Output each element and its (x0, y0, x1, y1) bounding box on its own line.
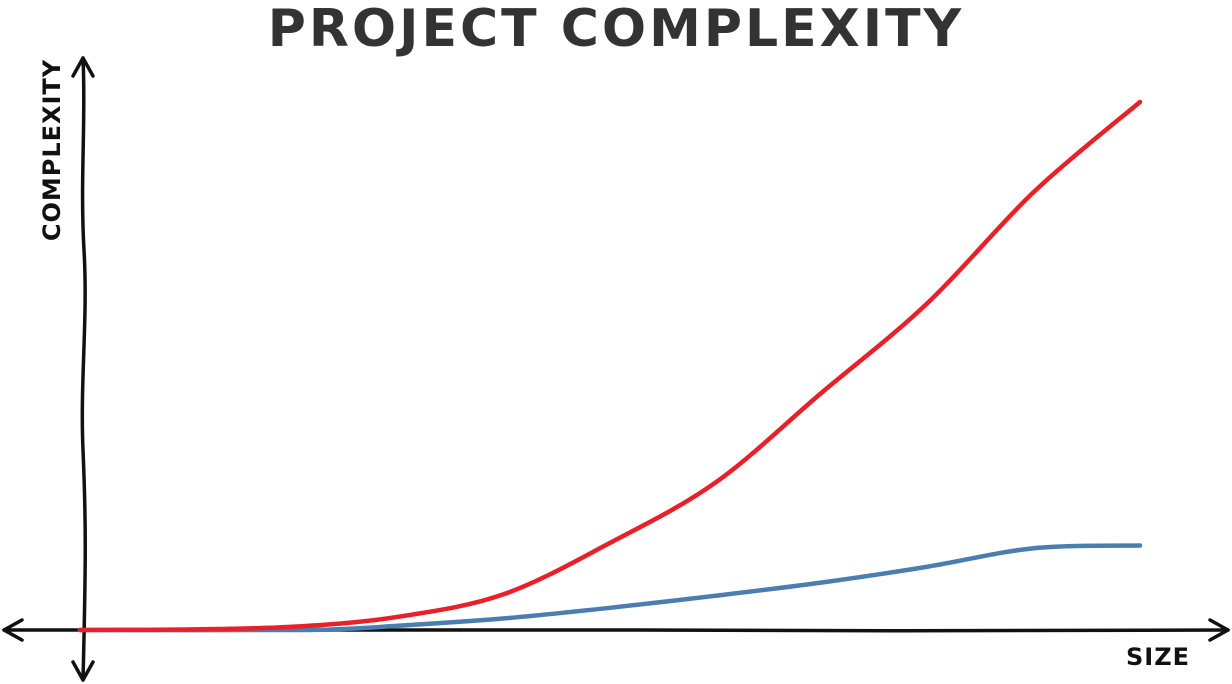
x-axis-arrow-right (1208, 618, 1230, 642)
y-axis-arrow-top (71, 56, 95, 78)
y-axis-line (80, 56, 87, 682)
y-axis-arrow-bottom (71, 660, 95, 682)
x-axis-arrow-left (2, 618, 24, 642)
axes (2, 56, 1230, 682)
x-axis-label: SIZE (1126, 643, 1190, 671)
y-axis-label: COMPLEXITY (38, 59, 66, 241)
series-line-1 (77, 99, 1143, 633)
chart-title: PROJECT COMPLEXITY (268, 0, 964, 59)
series-line-2 (77, 543, 1143, 633)
series-layer (77, 99, 1143, 633)
